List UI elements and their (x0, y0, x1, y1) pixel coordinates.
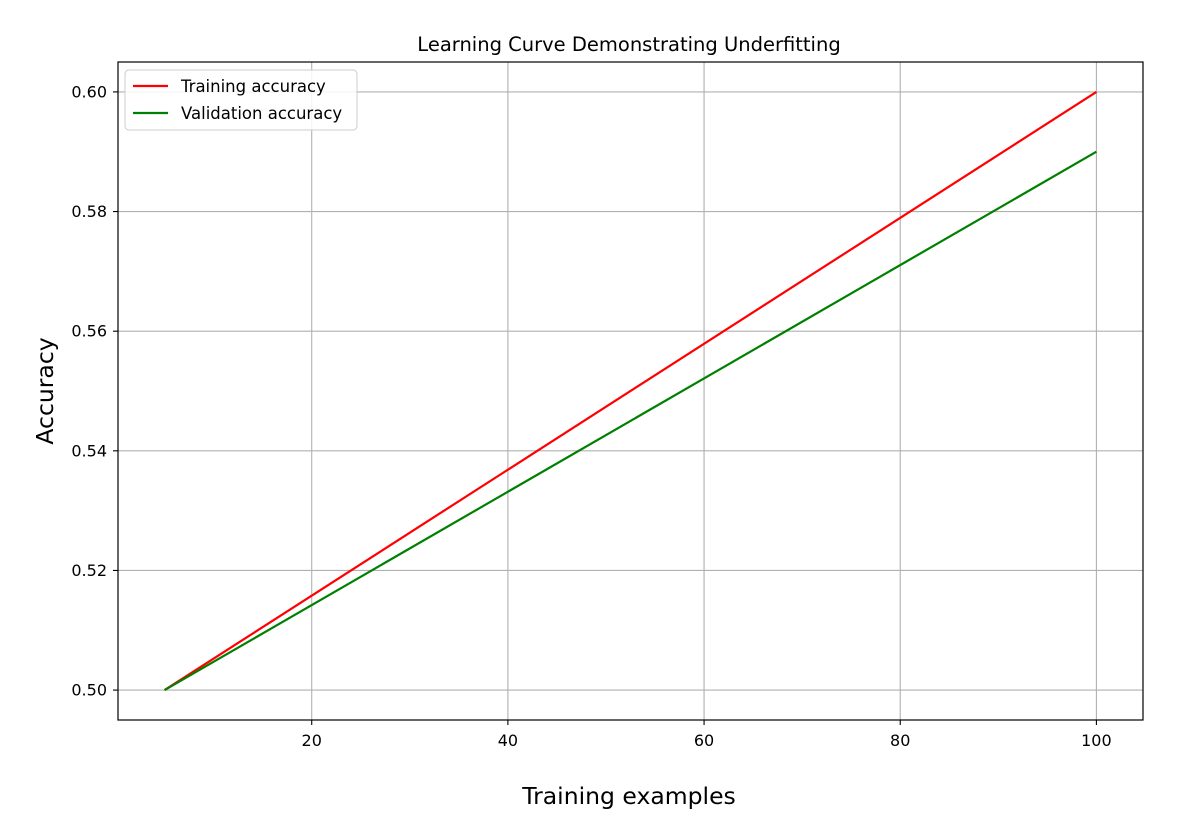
legend-box (124, 69, 358, 131)
x-tick-label: 80 (890, 731, 910, 750)
legend-label-validation-accuracy: Validation accuracy (181, 104, 342, 123)
y-tick-label: 0.54 (71, 441, 107, 460)
x-tick-label: 40 (498, 731, 518, 750)
y-tick-label: 0.52 (71, 561, 107, 580)
y-axis-label: Accuracy (31, 337, 59, 444)
x-axis-label: Training examples (521, 782, 736, 810)
y-tick-label: 0.58 (71, 202, 107, 221)
plot-area-frame (117, 61, 1144, 721)
legend: Training accuracy Validation accuracy (124, 69, 358, 131)
series-line-training-accuracy (163, 90, 1098, 692)
y-tick-label: 0.50 (71, 681, 107, 700)
series-lines (163, 90, 1098, 692)
series-line-validation-accuracy (164, 150, 1097, 692)
y-tick-label: 0.60 (71, 82, 107, 101)
x-tick-label: 60 (694, 731, 714, 750)
x-tick-label: 20 (302, 731, 322, 750)
legend-label-training-accuracy: Training accuracy (180, 77, 326, 96)
y-tick-label: 0.56 (71, 322, 107, 341)
chart-title: Learning Curve Demonstrating Underfittin… (417, 33, 840, 56)
x-tick-label: 100 (1081, 731, 1112, 750)
grid (118, 62, 1143, 720)
axis-ticks: 20 40 60 80 100 0.50 0.52 0.54 0.56 0.58 0.60 (71, 82, 1111, 750)
